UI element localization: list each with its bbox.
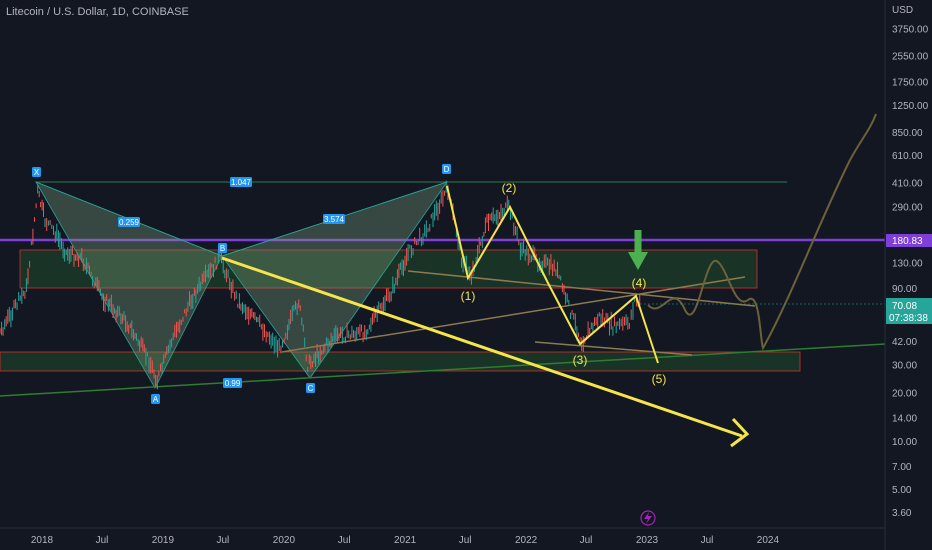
price-tick-label: 90.00 <box>892 284 917 295</box>
price-tick-label: 1250.00 <box>892 101 929 112</box>
ratio-tag-abc[interactable]: 0.99 <box>223 378 242 388</box>
rising-trend-line[interactable] <box>281 276 746 353</box>
price-tick-label: 20.00 <box>892 389 917 400</box>
svg-text:B: B <box>220 244 225 253</box>
svg-text:A: A <box>153 395 159 404</box>
falling-trend-line[interactable] <box>407 270 756 307</box>
price-tick-label: 10.00 <box>892 437 917 448</box>
svg-text:70.08: 70.08 <box>892 301 917 312</box>
svg-text:D: D <box>444 165 450 174</box>
svg-text:180.83: 180.83 <box>892 236 923 247</box>
price-tick-label: 42.00 <box>892 337 917 348</box>
price-axis[interactable] <box>885 0 932 528</box>
ratio-tag-bcd[interactable]: 3.574 <box>323 214 345 224</box>
lower-zone[interactable] <box>0 351 801 372</box>
currency-label: USD <box>892 5 913 16</box>
price-tick-label: 3.60 <box>892 508 912 519</box>
tag-d[interactable]: D <box>442 164 451 174</box>
svg-text:0.99: 0.99 <box>225 379 241 388</box>
lightning-icon[interactable] <box>640 510 656 526</box>
price-tick-label: 1750.00 <box>892 78 929 89</box>
price-tick-label: 130.00 <box>892 258 923 269</box>
wave-label-3: (3) <box>573 353 588 367</box>
time-tick-label: 2021 <box>394 535 417 546</box>
ratio-tag-xd[interactable]: 1.047 <box>230 177 252 187</box>
time-ticks: 2018 Jul 2019 Jul 2020 Jul 2021 Jul 2022 Jul 2023 J… <box>31 535 780 546</box>
elliott-wave-path[interactable] <box>446 185 659 364</box>
projected-path <box>647 113 877 351</box>
green-arrow-icon <box>628 252 648 270</box>
price-tick-label: 30.00 <box>892 361 917 372</box>
price-candles <box>0 180 641 390</box>
price-tick-label: 7.00 <box>892 462 912 473</box>
yellow-arrow-head <box>730 417 750 448</box>
bottom-trend-line[interactable] <box>534 341 693 356</box>
time-tick-label: Jul <box>217 535 230 546</box>
wave-label-1: (1) <box>461 289 476 303</box>
svg-text:0.259: 0.259 <box>119 218 140 227</box>
time-axis[interactable] <box>0 528 932 550</box>
time-tick-label: Jul <box>338 535 351 546</box>
time-tick-label: Jul <box>96 535 109 546</box>
tag-b[interactable]: B <box>218 243 227 253</box>
time-tick-label: 2023 <box>636 535 659 546</box>
level-price-tag: 180.83 <box>886 234 932 247</box>
svg-text:C: C <box>308 384 314 393</box>
time-tick-label: Jul <box>701 535 714 546</box>
price-tick-label: 850.00 <box>892 128 923 139</box>
svg-text:1.047: 1.047 <box>231 178 252 187</box>
time-tick-label: 2024 <box>757 535 780 546</box>
svg-text:07:38:38: 07:38:38 <box>889 313 928 324</box>
time-tick-label: 2020 <box>273 535 296 546</box>
svg-text:3.574: 3.574 <box>324 215 345 224</box>
tag-a[interactable]: A <box>151 394 160 404</box>
tag-c[interactable]: C <box>306 383 315 393</box>
green-arrow-shaft <box>634 230 642 254</box>
time-tick-label: Jul <box>459 535 472 546</box>
ratio-tag-xab[interactable]: 0.259 <box>118 217 140 227</box>
price-tick-label: 5.00 <box>892 485 912 496</box>
price-tick-label: 410.00 <box>892 179 923 190</box>
wave-label-2: (2) <box>502 181 517 195</box>
chart-title: Litecoin / U.S. Dollar, 1D, COINBASE <box>6 6 189 18</box>
time-tick-label: 2019 <box>152 535 175 546</box>
price-tick-label: 2550.00 <box>892 51 929 62</box>
price-tick-label: 290.00 <box>892 203 923 214</box>
tag-x[interactable]: X <box>32 167 41 177</box>
price-ticks: 3750.00 2550.00 1750.00 1250.00 850.00 610.00… <box>892 25 929 520</box>
time-tick-label: 2022 <box>515 535 538 546</box>
wave-label-5: (5) <box>652 372 667 386</box>
price-tick-label: 14.00 <box>892 414 917 425</box>
price-tick-label: 610.00 <box>892 151 923 162</box>
wave-label-4: (4) <box>632 276 647 290</box>
price-tick-label: 3750.00 <box>892 25 929 36</box>
time-tick-label: 2018 <box>31 535 54 546</box>
time-tick-label: Jul <box>580 535 593 546</box>
last-price-tag: 70.08 07:38:38 <box>886 298 932 324</box>
svg-text:X: X <box>34 168 40 177</box>
long-trend-line[interactable] <box>0 343 886 397</box>
yellow-bearish-arrow[interactable] <box>221 256 743 438</box>
